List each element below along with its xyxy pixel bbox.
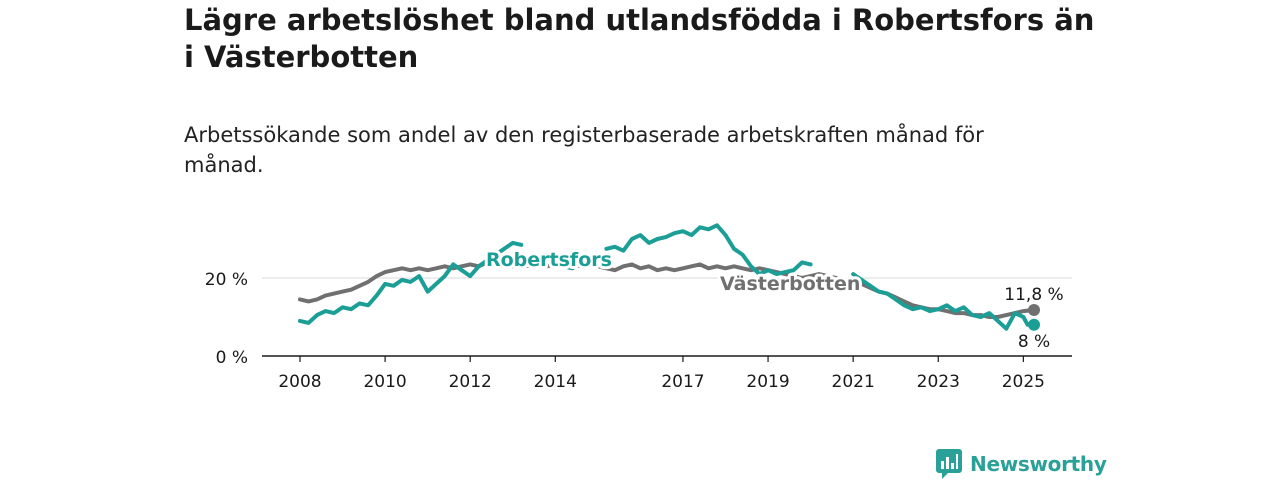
y-tick-label: 0 %	[216, 348, 248, 368]
x-tick-label: 2017	[661, 372, 704, 392]
vasterbotten-end-label: 11,8 %	[1004, 285, 1063, 305]
newsworthy-logo[interactable]: Newsworthy	[936, 448, 1107, 480]
series-layer	[298, 223, 1040, 331]
chart-title: Lägre arbetslöshet bland utlandsfödda i …	[184, 3, 1095, 74]
x-tick-label: 2008	[278, 372, 321, 392]
axis-layer: 0 % 20 % 2008 2010 2012 2014 2017 2019 2021 2023 2…	[205, 270, 1072, 392]
x-tick-label: 2021	[832, 372, 875, 392]
newsworthy-logo-text: Newsworthy	[970, 452, 1107, 476]
robertsfors-end-label: 8 %	[1018, 332, 1050, 352]
vasterbotten-end-point	[1028, 303, 1040, 316]
x-tick-label: 2010	[363, 372, 406, 392]
x-tick-label: 2023	[917, 372, 960, 392]
vasterbotten-series-label: Västerbotten	[720, 273, 860, 295]
label-layer: Robertsfors Västerbotten 11,8 % 8 %	[483, 246, 1066, 354]
x-tick-label: 2012	[449, 372, 492, 392]
robertsfors-series-line	[298, 223, 1036, 331]
chart-subtitle: Arbetssökande som andel av den registerb…	[184, 123, 984, 177]
robertsfors-end-point	[1028, 318, 1040, 331]
x-tick-label: 2014	[534, 372, 577, 392]
robertsfors-series-label: Robertsfors	[486, 249, 612, 271]
newsworthy-logo-icon	[936, 449, 962, 479]
x-tick-label: 2019	[746, 372, 789, 392]
x-tick-label: 2025	[1002, 372, 1045, 392]
y-tick-label: 20 %	[205, 270, 248, 290]
vasterbotten-series-line	[298, 260, 1036, 319]
